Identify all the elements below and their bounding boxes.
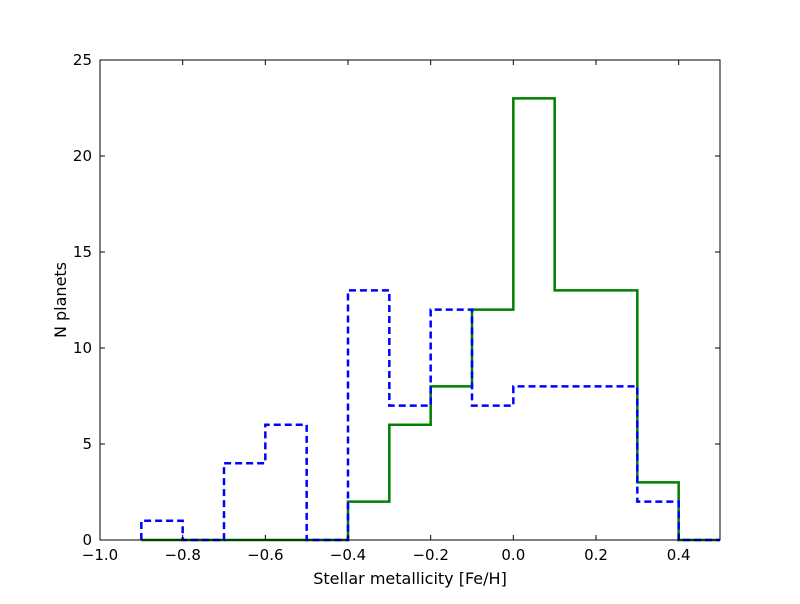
y-tick-label: 10	[73, 339, 92, 357]
histogram-series-2-dashed	[140, 289, 720, 542]
y-tick-label: 15	[73, 243, 92, 261]
y-tick-label: 25	[73, 51, 92, 69]
x-tick-label: 0.0	[501, 546, 525, 564]
plot-area-background	[100, 60, 720, 540]
x-tick-label: −0.6	[247, 546, 283, 564]
y-tick-label: 5	[82, 435, 92, 453]
x-tick-label: −0.4	[330, 546, 366, 564]
plot-frame	[99, 59, 721, 541]
ticks-layer: −1.0 −0.8 −0.6 −0.4 −0.2 0.0 0.2 0.4 0 5 10 15 20 25	[73, 51, 720, 564]
x-tick-label: 0.4	[667, 546, 691, 564]
x-tick-label: 0.2	[584, 546, 608, 564]
x-tick-label: −1.0	[82, 546, 118, 564]
y-tick-label: 0	[82, 531, 92, 549]
x-tick-label: −0.8	[164, 546, 200, 564]
x-axis-label: Stellar metallicity [Fe/H]	[313, 569, 507, 588]
y-axis-label: N planets	[51, 262, 70, 338]
x-tick-label: −0.2	[412, 546, 448, 564]
y-tick-label: 20	[73, 147, 92, 165]
